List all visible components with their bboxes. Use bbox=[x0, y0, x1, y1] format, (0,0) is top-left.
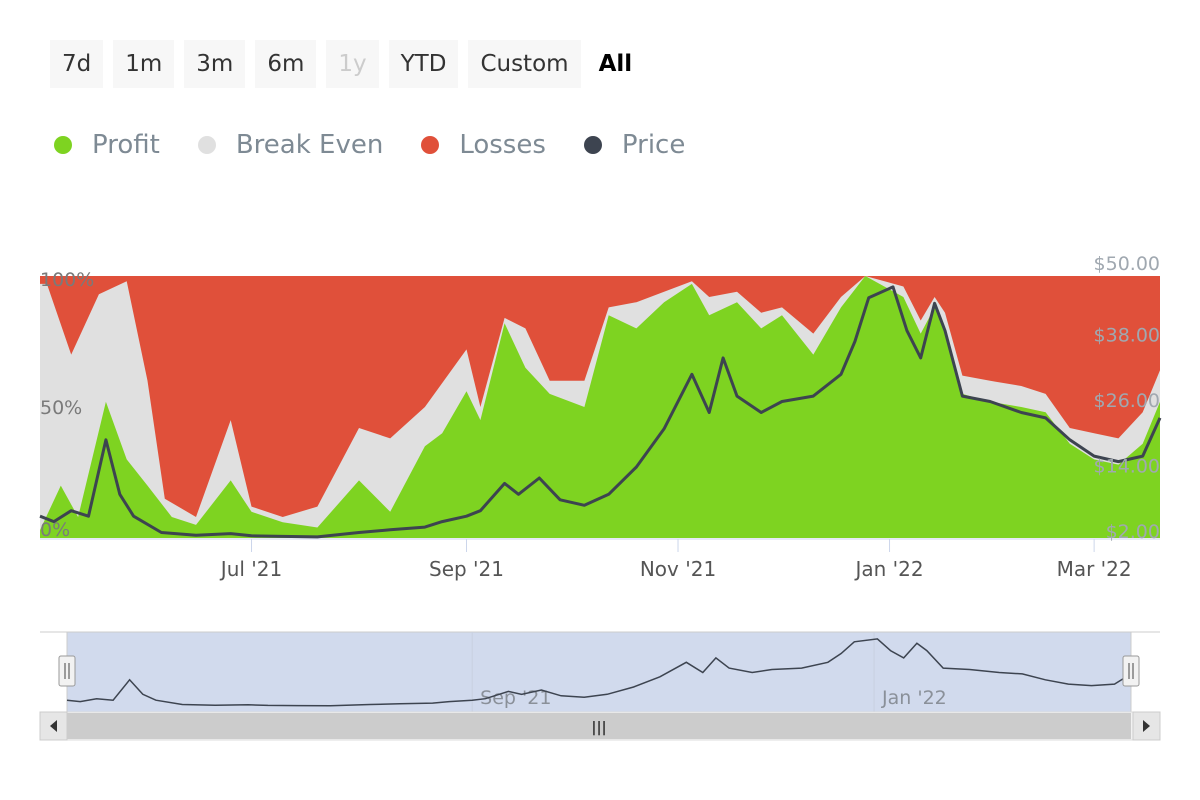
range-button-6m[interactable]: 6m bbox=[255, 40, 317, 88]
navigator[interactable]: Sep '21 Jan '22 ||| bbox=[39, 631, 1161, 741]
navigator-handle-left[interactable] bbox=[58, 655, 76, 687]
range-button-3m[interactable]: 3m bbox=[184, 40, 246, 88]
legend-marker-icon bbox=[197, 136, 216, 154]
y-axis-left-tick-label: 100% bbox=[40, 269, 94, 291]
x-axis-tick-label: Jan '22 bbox=[853, 557, 923, 581]
legend-marker-icon bbox=[583, 136, 602, 154]
navigator-tick-label: Sep '21 bbox=[480, 687, 551, 709]
y-axis-right-tick-label: $38.00 bbox=[1094, 325, 1160, 347]
navigator-handle-right[interactable] bbox=[1122, 655, 1140, 687]
navigator-mask[interactable] bbox=[66, 631, 1132, 713]
range-selector: 7d 1m 3m 6m 1y YTD Custom All bbox=[50, 40, 640, 88]
legend-label: Profit bbox=[92, 130, 160, 160]
x-axis-tick-label: Jul '21 bbox=[219, 557, 282, 581]
range-button-all[interactable]: All bbox=[598, 51, 633, 77]
series-profit-area bbox=[40, 276, 1160, 538]
range-button-1y[interactable]: 1y bbox=[326, 40, 379, 88]
scrollbar-thumb[interactable] bbox=[67, 713, 1131, 739]
range-button-custom[interactable]: Custom bbox=[468, 40, 581, 88]
area-layer bbox=[40, 276, 1160, 538]
series-price-line bbox=[39, 285, 1162, 539]
x-axis-tick-label: Mar '22 bbox=[1057, 557, 1132, 581]
axis-layer: Jul '21 Sep '21 Nov '21 Jan '22 Mar '22 0% 50%… bbox=[40, 253, 1160, 581]
navigator-tick-label: Jan '22 bbox=[881, 687, 947, 709]
legend-marker-icon bbox=[54, 136, 72, 154]
y-axis-left-tick-label: 0% bbox=[40, 519, 70, 541]
range-button-1m[interactable]: 1m bbox=[113, 40, 175, 88]
chart-legend: Profit Break Even Losses Price bbox=[54, 130, 685, 160]
legend-item-profit[interactable]: Profit bbox=[54, 130, 160, 160]
navigator-handle-icon[interactable] bbox=[1122, 655, 1140, 687]
legend-label: Price bbox=[621, 130, 686, 160]
legend-item-break-even[interactable]: Break Even bbox=[197, 130, 384, 160]
navigator-handle-icon[interactable] bbox=[58, 655, 76, 687]
arrow-left-icon bbox=[50, 720, 57, 732]
y-axis-right-tick-label: $14.00 bbox=[1094, 456, 1160, 478]
legend-label: Losses bbox=[459, 130, 546, 160]
legend-marker-icon bbox=[421, 136, 440, 154]
range-button-ytd[interactable]: YTD bbox=[388, 40, 459, 88]
y-axis-right-tick-label: $50.00 bbox=[1094, 253, 1160, 275]
legend-label: Break Even bbox=[235, 130, 384, 160]
y-axis-left-tick-label: 50% bbox=[40, 397, 82, 419]
price-layer bbox=[39, 285, 1162, 539]
scrollbar-grip-icon: ||| bbox=[591, 720, 606, 736]
legend-item-price[interactable]: Price bbox=[583, 130, 686, 160]
navigator-series-line bbox=[66, 638, 1132, 707]
range-button-7d[interactable]: 7d bbox=[50, 40, 104, 88]
y-axis-right-tick-label: $2.00 bbox=[1106, 521, 1160, 543]
y-axis-right-tick-label: $26.00 bbox=[1094, 390, 1160, 412]
arrow-right-icon bbox=[1143, 720, 1150, 732]
x-axis-tick-label: Nov '21 bbox=[640, 557, 716, 581]
x-axis-tick-label: Sep '21 bbox=[429, 557, 504, 581]
legend-item-losses[interactable]: Losses bbox=[421, 130, 546, 160]
